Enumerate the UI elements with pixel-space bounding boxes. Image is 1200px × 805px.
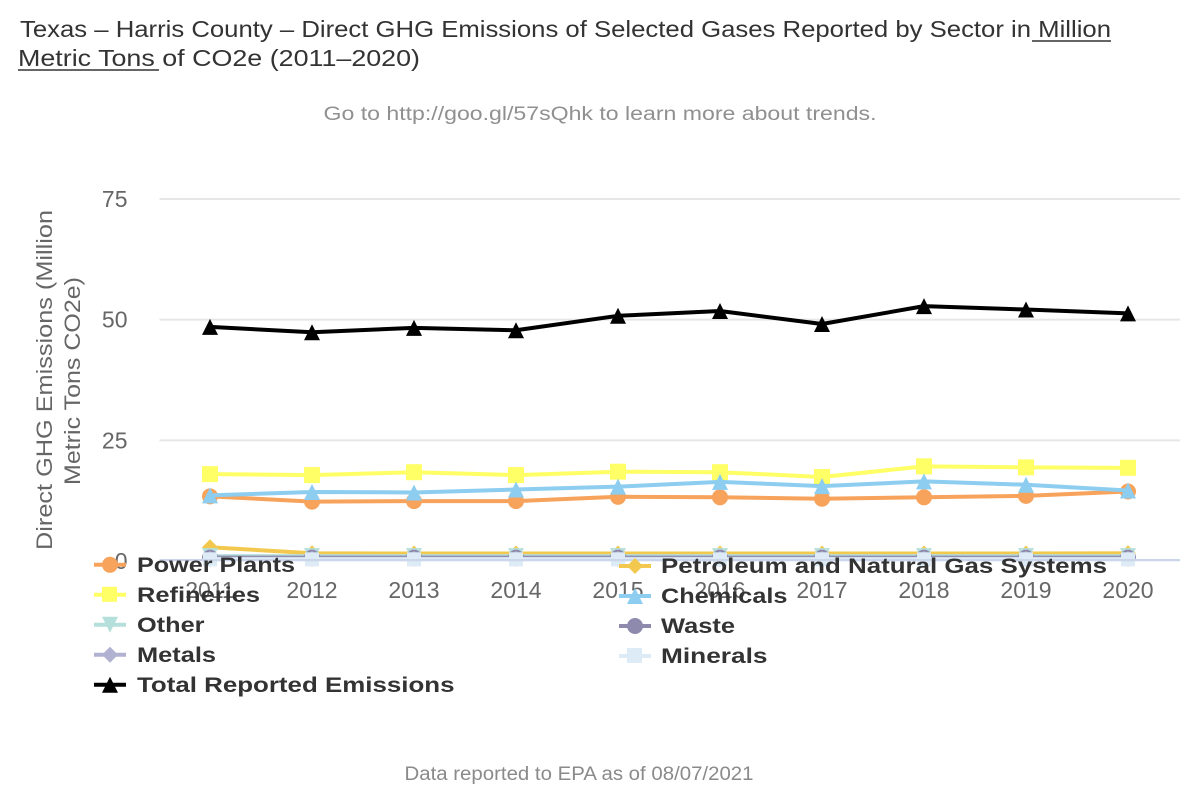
svg-text:50: 50 (102, 307, 128, 333)
svg-text:0: 0 (115, 548, 128, 574)
svg-text:2016: 2016 (694, 577, 745, 603)
svg-text:2012: 2012 (286, 577, 337, 603)
svg-text:Metals: Metals (137, 644, 216, 667)
svg-text:Refineries: Refineries (137, 584, 260, 607)
svg-text:Other: Other (137, 614, 205, 637)
svg-text:Direct GHG Emissions (Million: Direct GHG Emissions (Million (32, 210, 57, 550)
svg-text:Minerals: Minerals (661, 645, 768, 668)
svg-text:Power Plants: Power Plants (137, 554, 295, 577)
svg-text:2019: 2019 (1000, 577, 1051, 603)
svg-text:25: 25 (102, 427, 128, 453)
svg-text:2020: 2020 (1102, 577, 1153, 603)
svg-text:Petroleum and Natural Gas Syst: Petroleum and Natural Gas Systems (661, 555, 1107, 578)
svg-text:2013: 2013 (388, 577, 439, 603)
svg-text:2018: 2018 (898, 577, 949, 603)
svg-text:2017: 2017 (796, 577, 847, 603)
svg-text:2014: 2014 (490, 577, 541, 603)
svg-text:Texas – Harris County – Direct: Texas – Harris County – Direct GHG Emiss… (20, 16, 1111, 42)
svg-text:Chemicals: Chemicals (661, 585, 788, 608)
svg-text:Waste: Waste (661, 615, 735, 638)
svg-text:Metric Tons CO2e): Metric Tons CO2e) (60, 277, 85, 485)
svg-text:Go to http://goo.gl/57sQhk to: Go to http://goo.gl/57sQhk to learn more… (324, 104, 877, 125)
svg-text:Data reported to EPA as of 08/: Data reported to EPA as of 08/07/2021 (405, 764, 754, 785)
svg-text:Metric Tons of CO2e (2011–2020: Metric Tons of CO2e (2011–2020) (18, 45, 420, 71)
svg-text:75: 75 (102, 186, 128, 212)
svg-text:2011: 2011 (185, 577, 234, 603)
svg-text:Total Reported Emissions: Total Reported Emissions (137, 674, 455, 697)
